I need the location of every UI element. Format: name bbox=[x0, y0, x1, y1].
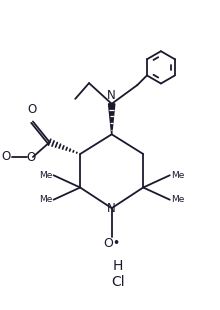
Text: N: N bbox=[107, 89, 116, 102]
Text: Me: Me bbox=[39, 171, 52, 180]
Text: O•: O• bbox=[103, 237, 120, 250]
Text: Me: Me bbox=[171, 195, 185, 204]
Text: O: O bbox=[26, 151, 35, 164]
Text: Me: Me bbox=[39, 195, 52, 204]
Polygon shape bbox=[108, 104, 115, 134]
Text: Me: Me bbox=[171, 171, 185, 180]
Text: O: O bbox=[2, 150, 11, 163]
Text: N: N bbox=[107, 202, 116, 215]
Text: H: H bbox=[112, 259, 123, 273]
Text: O: O bbox=[27, 103, 37, 116]
Text: Cl: Cl bbox=[111, 275, 124, 289]
